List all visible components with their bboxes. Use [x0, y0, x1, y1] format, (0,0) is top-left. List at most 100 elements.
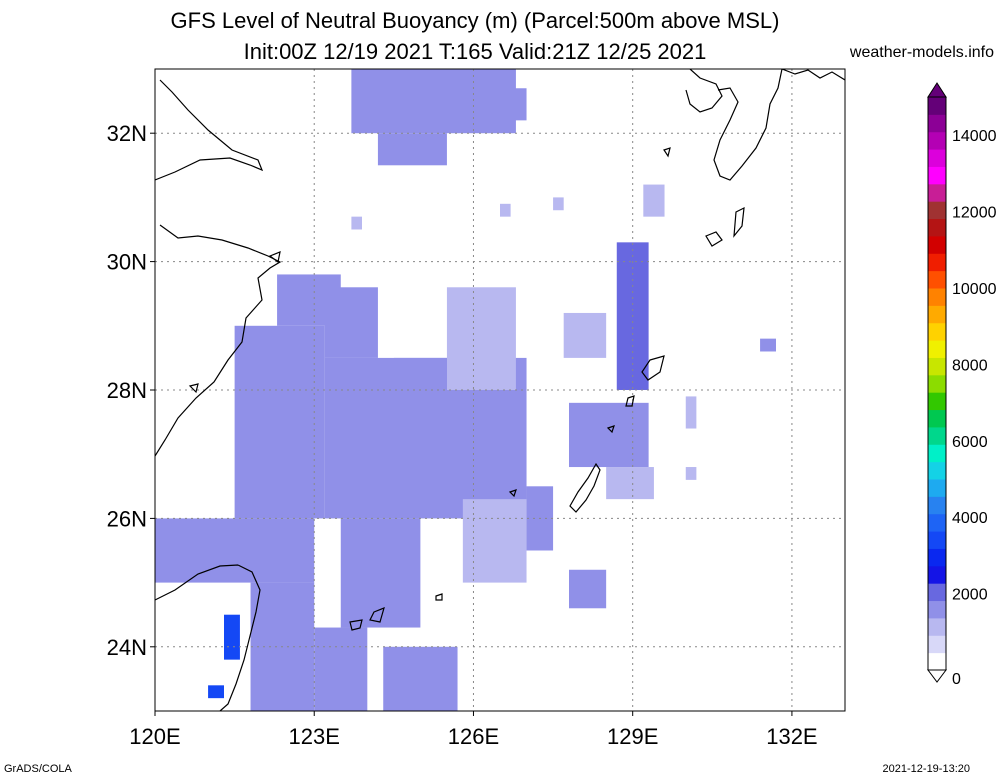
islet-5-coastline — [663, 147, 671, 158]
colorbar-label: 6000 — [952, 434, 988, 451]
yakushima-coastline — [705, 231, 723, 247]
colorbar-swatch — [928, 97, 946, 115]
field-cell — [351, 69, 516, 134]
buoyancy-field — [155, 69, 776, 711]
colorbar-swatch — [928, 183, 946, 202]
lon-tick-label: 126E — [448, 724, 499, 749]
field-cell — [760, 338, 776, 352]
okinawa-coastline — [569, 462, 601, 513]
colorbar-swatch — [928, 322, 946, 341]
islet-1-coastline — [435, 593, 443, 601]
axis-labels: 120E 123E 126E 129E 132E 24N 26N 28N 30N 32N — [107, 121, 818, 749]
field-cell — [155, 518, 315, 583]
colorbar-label: 4000 — [952, 510, 988, 527]
colorbar-label: 2000 — [952, 587, 988, 604]
field-cell — [500, 88, 527, 121]
field-cell — [314, 627, 368, 711]
site-credit: weather-models.info — [849, 44, 994, 61]
colorbar-swatch — [928, 218, 946, 237]
field-cell — [224, 614, 240, 660]
field-cell — [500, 203, 511, 217]
field-cell — [606, 467, 654, 500]
tanegashima-coastline — [733, 206, 745, 238]
lat-tick-label: 26N — [107, 506, 147, 531]
colorbar-swatch — [928, 149, 946, 167]
field-cell — [208, 685, 224, 699]
colorbar-swatch — [928, 600, 946, 619]
colorbar-min-arrow — [927, 669, 947, 683]
colorbar-swatch — [928, 253, 946, 272]
lon-tick-label: 123E — [289, 724, 340, 749]
field-cell — [340, 518, 421, 628]
field-cell — [563, 312, 607, 358]
colorbar-label: 10000 — [952, 281, 997, 298]
colorbar-swatch — [928, 392, 946, 411]
field-cell — [324, 287, 378, 358]
map-subtitle: Init:00Z 12/19 2021 T:165 Valid:21Z 12/2… — [243, 39, 707, 64]
colorbar-swatch — [928, 166, 946, 185]
lat-tick-label: 28N — [107, 378, 147, 403]
field-cell — [234, 325, 325, 519]
islet-4-coastline — [508, 489, 517, 498]
colorbar-swatch — [928, 409, 946, 428]
colorbar-swatch — [928, 374, 946, 393]
lat-tick-label: 24N — [107, 635, 147, 660]
colorbar-swatch — [928, 531, 946, 549]
colorbar-swatch — [928, 131, 946, 150]
lon-tick-label: 120E — [129, 724, 180, 749]
map-title: GFS Level of Neutral Buoyancy (m) (Parce… — [170, 8, 780, 33]
field-cell — [569, 569, 607, 609]
colorbar-swatch — [928, 426, 946, 445]
colorbar-swatch — [928, 652, 946, 671]
field-cell — [643, 184, 665, 217]
colorbar-label: 12000 — [952, 205, 997, 222]
colorbar-swatch — [928, 617, 946, 636]
china-coastline — [155, 79, 282, 457]
lon-tick-label: 132E — [766, 724, 817, 749]
field-cell — [685, 396, 697, 429]
colorbar-swatch — [928, 201, 946, 220]
colorbar-swatch — [928, 235, 946, 254]
colorbar-outline — [927, 96, 947, 671]
islet-3-coastline — [606, 425, 615, 434]
colorbar-swatch — [928, 548, 946, 567]
colorbar-label: 8000 — [952, 357, 988, 374]
lat-tick-label: 32N — [107, 121, 147, 146]
lon-tick-label: 129E — [607, 724, 658, 749]
colorbar: 0 2000 4000 6000 8000 10000 12000 14000 — [927, 82, 997, 688]
colorbar-swatch — [928, 461, 946, 480]
field-cell — [351, 216, 362, 230]
field-cell — [446, 287, 516, 390]
amami-coastline — [641, 355, 665, 381]
colorbar-swatch — [928, 114, 946, 133]
lat-tick-label: 30N — [107, 250, 147, 275]
colorbar-swatch — [928, 340, 946, 358]
colorbar-swatch — [928, 565, 946, 584]
islet-7-coastline — [188, 383, 199, 394]
kyushu-coastline — [685, 69, 845, 181]
generation-timestamp: 2021-12-19-13:20 — [882, 763, 970, 775]
islet-2-coastline — [625, 395, 635, 407]
islet-6-coastline — [268, 251, 281, 264]
software-credit: GrADS/COLA — [4, 763, 72, 775]
colorbar-swatch — [928, 496, 946, 515]
field-cell — [462, 499, 527, 583]
colorbar-swatch — [928, 513, 946, 532]
colorbar-swatch — [928, 583, 946, 602]
colorbar-label: 14000 — [952, 128, 997, 145]
field-cell — [553, 197, 564, 211]
coastline — [155, 69, 845, 711]
field-cell — [569, 402, 649, 468]
field-cell — [685, 467, 697, 480]
colorbar-swatch — [928, 357, 946, 376]
field-cell — [377, 133, 447, 166]
colorbar-max-arrow — [927, 82, 947, 98]
colorbar-swatch — [928, 270, 946, 289]
field-cell — [393, 357, 447, 403]
colorbar-label: 0 — [952, 671, 961, 688]
taiwan-coastline — [155, 564, 261, 711]
colorbar-swatch — [928, 444, 946, 463]
colorbar-swatch — [928, 305, 946, 324]
field-cell — [383, 646, 458, 711]
